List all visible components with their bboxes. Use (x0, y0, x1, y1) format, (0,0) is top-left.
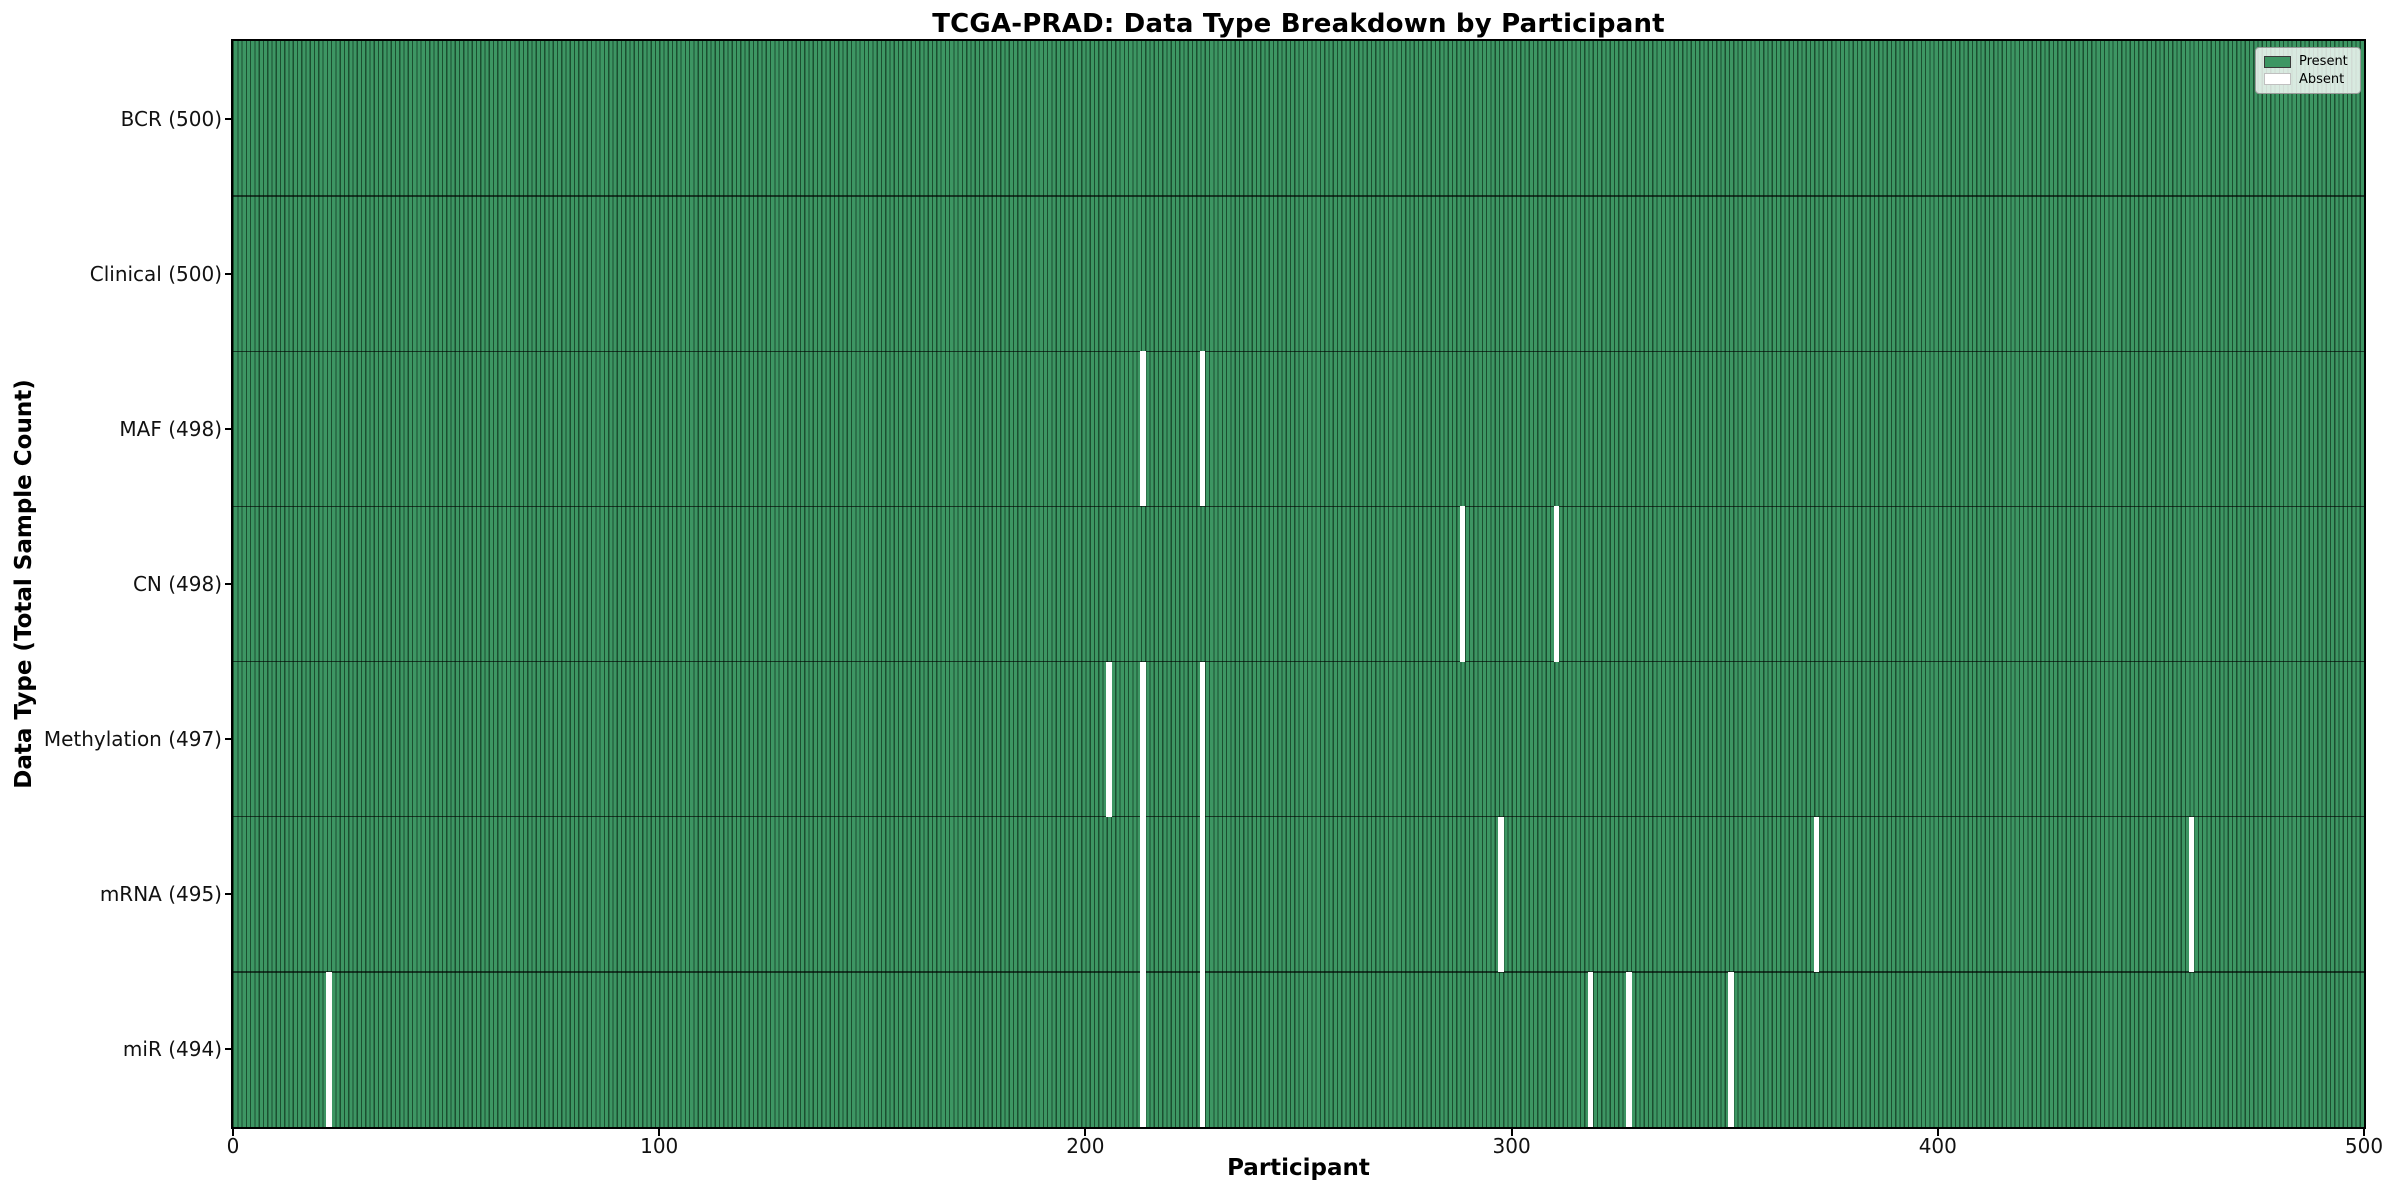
legend-entry-present: Present (2264, 55, 2352, 68)
x-tick (658, 1127, 661, 1136)
row-divider (233, 505, 2364, 508)
absent-gap (1728, 971, 1734, 1127)
x-tick-label: 500 (2344, 1134, 2384, 1158)
absent-gap (1140, 971, 1146, 1127)
y-tick-label: BCR (500) (120, 106, 222, 131)
legend-label-present: Present (2299, 54, 2348, 70)
y-tick (225, 272, 233, 275)
y-tick-label: MAF (498) (119, 416, 222, 441)
absent-gap (1587, 971, 1594, 1127)
y-tick (225, 583, 233, 585)
x-tick-label: 100 (640, 1134, 679, 1158)
present-swatch-icon (2264, 55, 2291, 68)
absent-gap (1199, 971, 1206, 1127)
legend-label-absent: Absent (2299, 71, 2345, 87)
y-tick-label: CN (498) (132, 572, 222, 596)
row-divider (233, 660, 2364, 663)
row-divider (233, 195, 2364, 197)
x-tick-label: 0 (226, 1134, 240, 1158)
absent-gap (326, 971, 332, 1127)
y-tick (225, 427, 233, 430)
absent-gap (1813, 816, 1820, 972)
x-tick (1084, 1127, 1087, 1136)
y-tick-label: mRNA (495) (99, 882, 222, 907)
y-tick-label: miR (494) (122, 1037, 222, 1062)
absent-gap (1199, 661, 1206, 817)
row-divider (233, 971, 2364, 973)
y-tick (225, 1048, 233, 1051)
x-tick (1510, 1127, 1513, 1136)
x-tick (2363, 1127, 2365, 1136)
absent-gap (2188, 816, 2195, 972)
x-axis-label: Participant (1227, 1155, 1370, 1181)
y-tick-label: Methylation (497) (43, 727, 222, 752)
x-tick-label: 300 (1492, 1134, 1531, 1158)
x-tick-label: 400 (1918, 1134, 1957, 1158)
absent-gap (1199, 351, 1206, 507)
absent-gap (1140, 816, 1146, 972)
plot-area (233, 41, 2364, 1127)
y-tick (225, 893, 233, 896)
row-divider (233, 816, 2364, 818)
legend: Present Absent (2255, 47, 2361, 94)
y-tick (225, 738, 233, 741)
chart-title: TCGA-PRAD: Data Type Breakdown by Partic… (932, 9, 1665, 39)
absent-gap (1140, 661, 1146, 817)
y-tick-label: Clinical (500) (89, 261, 222, 286)
y-tick (225, 117, 233, 120)
absent-gap (1199, 816, 1206, 972)
absent-gap (1106, 661, 1112, 817)
absent-gap (1626, 971, 1632, 1127)
x-tick-label: 200 (1066, 1134, 1105, 1158)
absent-gap (1498, 816, 1504, 972)
absent-swatch-icon (2264, 73, 2291, 86)
absent-gap (1459, 506, 1466, 662)
absent-gap (1140, 351, 1146, 507)
x-tick (1936, 1127, 1939, 1136)
legend-entry-absent: Absent (2264, 73, 2352, 86)
x-tick (232, 1127, 234, 1136)
absent-gap (1553, 506, 1560, 662)
row-divider (233, 350, 2364, 352)
